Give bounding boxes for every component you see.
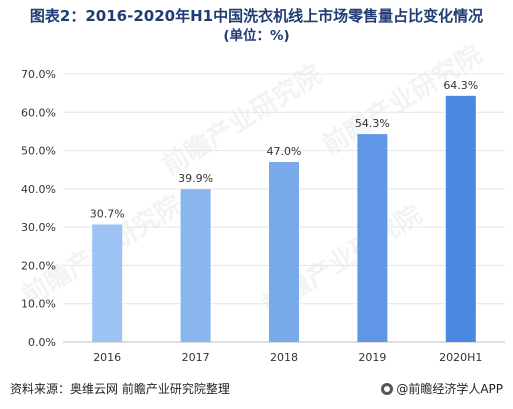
x-tick-label: 2016: [93, 351, 121, 364]
y-tick-label: 20.0%: [21, 259, 56, 272]
brand-logo-icon: [381, 382, 394, 395]
x-tick-label: 2019: [358, 351, 386, 364]
bar-2018: [269, 162, 299, 342]
source-note: 资料来源：奥维云网 前瞻产业研究院整理: [10, 382, 230, 396]
bar-2017: [180, 189, 211, 342]
value-label: 54.3%: [355, 117, 390, 130]
value-labels: 30.7% 39.9% 47.0% 54.3% 64.3%: [90, 79, 479, 221]
value-label: 47.0%: [267, 145, 302, 158]
y-tick-label: 60.0%: [21, 106, 56, 119]
x-tick-label: 2018: [270, 351, 298, 364]
bar-2016: [92, 224, 123, 342]
gridlines: [63, 73, 505, 343]
brand-credit: @前瞻经济学人APP: [381, 380, 503, 397]
y-tick-label: 10.0%: [21, 298, 56, 311]
bar-2020H1: [445, 95, 476, 342]
x-tick-label: 2017: [182, 351, 210, 364]
chart-title: 图表2：2016-2020年H1中国洗衣机线上市场零售量占比变化情况 (单位：%…: [0, 6, 513, 46]
y-tick-label: 50.0%: [21, 145, 56, 158]
chart-title-line1: 图表2：2016-2020年H1中国洗衣机线上市场零售量占比变化情况: [29, 7, 484, 25]
y-tick-label: 40.0%: [21, 183, 56, 196]
x-tick-label: 2020H1: [439, 351, 482, 364]
value-label: 39.9%: [178, 172, 213, 185]
brand-text: @前瞻经济学人APP: [396, 382, 503, 396]
bar-2019: [357, 134, 388, 342]
y-tick-label: 70.0%: [21, 68, 56, 81]
value-label: 64.3%: [443, 79, 478, 92]
value-label: 30.7%: [90, 207, 125, 220]
x-axis-ticks: 2016 2017 2018 2019 2020H1: [93, 351, 482, 364]
y-tick-label: 30.0%: [21, 221, 56, 234]
y-tick-label: 0.0%: [28, 336, 56, 349]
bars: [92, 95, 476, 342]
chart-title-line2: (单位：%): [223, 28, 290, 44]
y-axis-ticks: 0.0% 10.0% 20.0% 30.0% 40.0% 50.0% 60.0% 70.0%: [21, 68, 56, 349]
